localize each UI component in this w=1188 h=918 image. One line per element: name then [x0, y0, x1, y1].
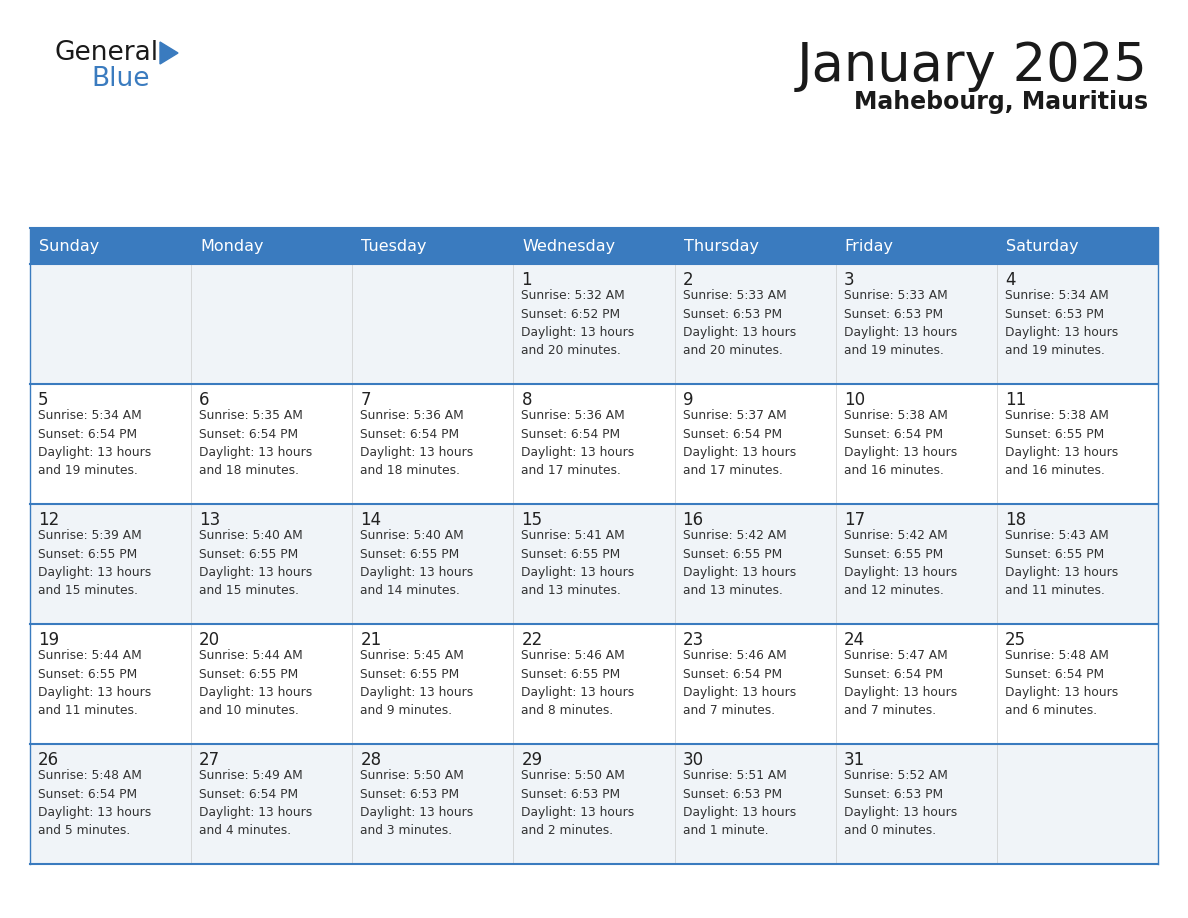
- Bar: [30, 504, 1158, 624]
- Text: Sunrise: 5:38 AM
Sunset: 6:54 PM
Daylight: 13 hours
and 16 minutes.: Sunrise: 5:38 AM Sunset: 6:54 PM Dayligh…: [843, 409, 958, 477]
- Text: Sunrise: 5:47 AM
Sunset: 6:54 PM
Daylight: 13 hours
and 7 minutes.: Sunrise: 5:47 AM Sunset: 6:54 PM Dayligh…: [843, 649, 958, 718]
- Text: 25: 25: [1005, 631, 1026, 649]
- Text: Sunrise: 5:32 AM
Sunset: 6:52 PM
Daylight: 13 hours
and 20 minutes.: Sunrise: 5:32 AM Sunset: 6:52 PM Dayligh…: [522, 289, 634, 357]
- Text: Sunrise: 5:44 AM
Sunset: 6:55 PM
Daylight: 13 hours
and 10 minutes.: Sunrise: 5:44 AM Sunset: 6:55 PM Dayligh…: [200, 649, 312, 718]
- Text: Sunrise: 5:34 AM
Sunset: 6:54 PM
Daylight: 13 hours
and 19 minutes.: Sunrise: 5:34 AM Sunset: 6:54 PM Dayligh…: [38, 409, 151, 477]
- Text: 24: 24: [843, 631, 865, 649]
- Text: Friday: Friday: [845, 239, 893, 253]
- Text: Sunrise: 5:50 AM
Sunset: 6:53 PM
Daylight: 13 hours
and 2 minutes.: Sunrise: 5:50 AM Sunset: 6:53 PM Dayligh…: [522, 769, 634, 837]
- Text: Sunrise: 5:35 AM
Sunset: 6:54 PM
Daylight: 13 hours
and 18 minutes.: Sunrise: 5:35 AM Sunset: 6:54 PM Dayligh…: [200, 409, 312, 477]
- Text: 12: 12: [38, 511, 59, 529]
- Bar: [30, 264, 1158, 384]
- Text: 16: 16: [683, 511, 703, 529]
- Text: 6: 6: [200, 391, 209, 409]
- Text: 4: 4: [1005, 271, 1016, 289]
- Text: Sunrise: 5:42 AM
Sunset: 6:55 PM
Daylight: 13 hours
and 13 minutes.: Sunrise: 5:42 AM Sunset: 6:55 PM Dayligh…: [683, 529, 796, 598]
- Text: General: General: [55, 40, 159, 66]
- Text: Sunrise: 5:39 AM
Sunset: 6:55 PM
Daylight: 13 hours
and 15 minutes.: Sunrise: 5:39 AM Sunset: 6:55 PM Dayligh…: [38, 529, 151, 598]
- Text: 11: 11: [1005, 391, 1026, 409]
- Text: 28: 28: [360, 751, 381, 769]
- Text: Tuesday: Tuesday: [361, 239, 426, 253]
- Bar: [30, 624, 1158, 744]
- Text: 8: 8: [522, 391, 532, 409]
- Text: 30: 30: [683, 751, 703, 769]
- Text: 3: 3: [843, 271, 854, 289]
- Text: Sunrise: 5:34 AM
Sunset: 6:53 PM
Daylight: 13 hours
and 19 minutes.: Sunrise: 5:34 AM Sunset: 6:53 PM Dayligh…: [1005, 289, 1118, 357]
- Text: Sunrise: 5:33 AM
Sunset: 6:53 PM
Daylight: 13 hours
and 20 minutes.: Sunrise: 5:33 AM Sunset: 6:53 PM Dayligh…: [683, 289, 796, 357]
- Text: Sunrise: 5:40 AM
Sunset: 6:55 PM
Daylight: 13 hours
and 14 minutes.: Sunrise: 5:40 AM Sunset: 6:55 PM Dayligh…: [360, 529, 474, 598]
- Text: 29: 29: [522, 751, 543, 769]
- Text: Sunrise: 5:40 AM
Sunset: 6:55 PM
Daylight: 13 hours
and 15 minutes.: Sunrise: 5:40 AM Sunset: 6:55 PM Dayligh…: [200, 529, 312, 598]
- Text: 9: 9: [683, 391, 693, 409]
- Text: Wednesday: Wednesday: [523, 239, 615, 253]
- Text: 31: 31: [843, 751, 865, 769]
- Bar: [30, 228, 1158, 264]
- Text: Sunrise: 5:36 AM
Sunset: 6:54 PM
Daylight: 13 hours
and 17 minutes.: Sunrise: 5:36 AM Sunset: 6:54 PM Dayligh…: [522, 409, 634, 477]
- Text: Sunrise: 5:43 AM
Sunset: 6:55 PM
Daylight: 13 hours
and 11 minutes.: Sunrise: 5:43 AM Sunset: 6:55 PM Dayligh…: [1005, 529, 1118, 598]
- Text: Sunrise: 5:37 AM
Sunset: 6:54 PM
Daylight: 13 hours
and 17 minutes.: Sunrise: 5:37 AM Sunset: 6:54 PM Dayligh…: [683, 409, 796, 477]
- Text: 7: 7: [360, 391, 371, 409]
- Text: 20: 20: [200, 631, 220, 649]
- Text: Monday: Monday: [200, 239, 264, 253]
- Text: January 2025: January 2025: [797, 40, 1148, 92]
- Text: Sunrise: 5:44 AM
Sunset: 6:55 PM
Daylight: 13 hours
and 11 minutes.: Sunrise: 5:44 AM Sunset: 6:55 PM Dayligh…: [38, 649, 151, 718]
- Text: 18: 18: [1005, 511, 1026, 529]
- Text: 22: 22: [522, 631, 543, 649]
- Text: 19: 19: [38, 631, 59, 649]
- Text: 23: 23: [683, 631, 703, 649]
- Text: 1: 1: [522, 271, 532, 289]
- Text: Sunrise: 5:38 AM
Sunset: 6:55 PM
Daylight: 13 hours
and 16 minutes.: Sunrise: 5:38 AM Sunset: 6:55 PM Dayligh…: [1005, 409, 1118, 477]
- Text: Sunrise: 5:52 AM
Sunset: 6:53 PM
Daylight: 13 hours
and 0 minutes.: Sunrise: 5:52 AM Sunset: 6:53 PM Dayligh…: [843, 769, 958, 837]
- Text: Sunrise: 5:46 AM
Sunset: 6:54 PM
Daylight: 13 hours
and 7 minutes.: Sunrise: 5:46 AM Sunset: 6:54 PM Dayligh…: [683, 649, 796, 718]
- Text: Sunrise: 5:50 AM
Sunset: 6:53 PM
Daylight: 13 hours
and 3 minutes.: Sunrise: 5:50 AM Sunset: 6:53 PM Dayligh…: [360, 769, 474, 837]
- Text: Sunrise: 5:48 AM
Sunset: 6:54 PM
Daylight: 13 hours
and 6 minutes.: Sunrise: 5:48 AM Sunset: 6:54 PM Dayligh…: [1005, 649, 1118, 718]
- Text: Sunrise: 5:46 AM
Sunset: 6:55 PM
Daylight: 13 hours
and 8 minutes.: Sunrise: 5:46 AM Sunset: 6:55 PM Dayligh…: [522, 649, 634, 718]
- Polygon shape: [160, 42, 178, 64]
- Text: 14: 14: [360, 511, 381, 529]
- Text: Sunrise: 5:51 AM
Sunset: 6:53 PM
Daylight: 13 hours
and 1 minute.: Sunrise: 5:51 AM Sunset: 6:53 PM Dayligh…: [683, 769, 796, 837]
- Text: 27: 27: [200, 751, 220, 769]
- Text: 2: 2: [683, 271, 693, 289]
- Text: Sunrise: 5:42 AM
Sunset: 6:55 PM
Daylight: 13 hours
and 12 minutes.: Sunrise: 5:42 AM Sunset: 6:55 PM Dayligh…: [843, 529, 958, 598]
- Text: Saturday: Saturday: [1006, 239, 1079, 253]
- Text: Sunrise: 5:45 AM
Sunset: 6:55 PM
Daylight: 13 hours
and 9 minutes.: Sunrise: 5:45 AM Sunset: 6:55 PM Dayligh…: [360, 649, 474, 718]
- Bar: [30, 384, 1158, 504]
- Text: 5: 5: [38, 391, 49, 409]
- Text: 21: 21: [360, 631, 381, 649]
- Text: Sunrise: 5:49 AM
Sunset: 6:54 PM
Daylight: 13 hours
and 4 minutes.: Sunrise: 5:49 AM Sunset: 6:54 PM Dayligh…: [200, 769, 312, 837]
- Text: Sunrise: 5:41 AM
Sunset: 6:55 PM
Daylight: 13 hours
and 13 minutes.: Sunrise: 5:41 AM Sunset: 6:55 PM Dayligh…: [522, 529, 634, 598]
- Bar: [30, 744, 1158, 864]
- Text: 10: 10: [843, 391, 865, 409]
- Text: Mahebourg, Mauritius: Mahebourg, Mauritius: [854, 90, 1148, 114]
- Text: 13: 13: [200, 511, 221, 529]
- Text: Sunrise: 5:36 AM
Sunset: 6:54 PM
Daylight: 13 hours
and 18 minutes.: Sunrise: 5:36 AM Sunset: 6:54 PM Dayligh…: [360, 409, 474, 477]
- Text: 15: 15: [522, 511, 543, 529]
- Text: Sunrise: 5:33 AM
Sunset: 6:53 PM
Daylight: 13 hours
and 19 minutes.: Sunrise: 5:33 AM Sunset: 6:53 PM Dayligh…: [843, 289, 958, 357]
- Text: Sunrise: 5:48 AM
Sunset: 6:54 PM
Daylight: 13 hours
and 5 minutes.: Sunrise: 5:48 AM Sunset: 6:54 PM Dayligh…: [38, 769, 151, 837]
- Text: Blue: Blue: [91, 66, 150, 92]
- Text: Thursday: Thursday: [683, 239, 759, 253]
- Text: 17: 17: [843, 511, 865, 529]
- Text: 26: 26: [38, 751, 59, 769]
- Text: Sunday: Sunday: [39, 239, 100, 253]
